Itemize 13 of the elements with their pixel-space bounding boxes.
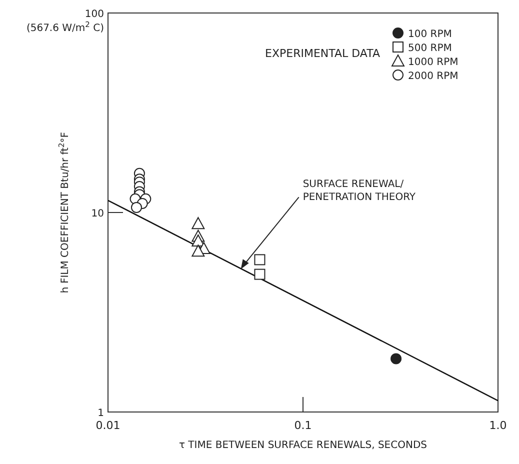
annotation: SURFACE RENEWAL/ PENETRATION THEORY [302,179,416,204]
y-tick-label: 1 [98,408,104,419]
x-axis-title: τ TIME BETWEEN SURFACE RENEWALS, SECONDS [178,440,428,451]
x-tick-label: 0.1 [294,419,312,432]
legend-label: 1000 RPM [408,57,458,68]
y-tick-label: 100 (567.6 W/m$^{2}$ C) [26,9,104,34]
x-tick-label: 1.0 [489,419,507,432]
legend-label: 100 RPM [408,29,452,40]
legend-label: 500 RPM [408,43,452,54]
legend-label: 2000 RPM [408,71,458,82]
legend-title: EXPERIMENTAL DATA [265,47,380,60]
y-tick-label: 10 [91,208,104,220]
x-tick-label: 0.01 [96,419,120,432]
